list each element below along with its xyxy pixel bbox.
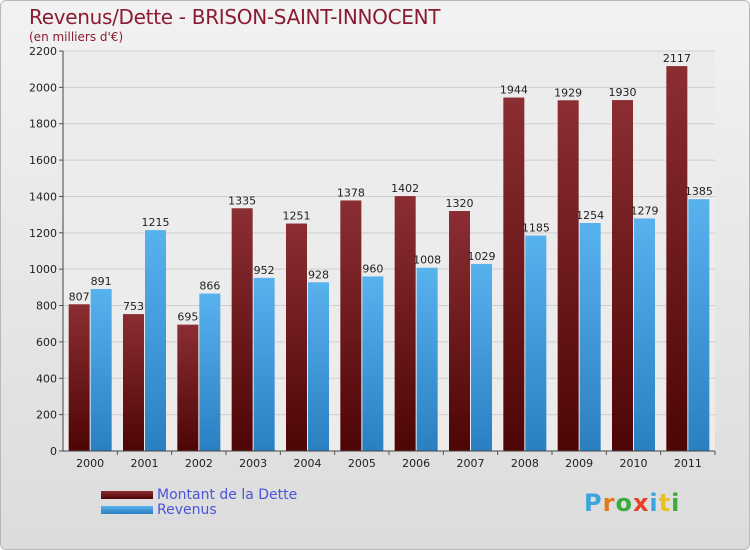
data-label-dette: 1378	[337, 186, 365, 199]
legend-swatch-revenus	[101, 505, 153, 514]
y-tick-label: 200	[36, 409, 57, 422]
y-tick-label: 0	[50, 445, 57, 458]
data-label-dette: 753	[123, 300, 144, 313]
y-tick-label: 400	[36, 372, 57, 385]
data-label-revenus: 866	[199, 280, 220, 293]
legend: Montant de la Dette Revenus	[101, 486, 298, 518]
bar-dette	[666, 66, 688, 451]
bar-dette	[177, 324, 199, 451]
x-tick-label: 2007	[457, 457, 485, 470]
legend-label-dette: Montant de la Dette	[157, 486, 298, 503]
data-label-revenus: 1215	[142, 216, 170, 229]
bars	[68, 66, 710, 451]
x-tick-label: 2009	[565, 457, 593, 470]
logo-letter: o	[615, 489, 633, 517]
legend-item-revenus: Revenus	[101, 501, 297, 518]
data-label-dette: 1251	[283, 210, 311, 223]
x-tick-label: 2006	[402, 457, 430, 470]
legend-swatch-dette	[101, 490, 153, 499]
bar-revenus	[199, 293, 221, 451]
legend-label-revenus: Revenus	[157, 501, 217, 518]
y-tick-label: 2200	[29, 45, 57, 58]
bar-revenus	[362, 276, 384, 451]
data-label-revenus: 1029	[468, 250, 496, 263]
x-tick-label: 2003	[239, 457, 267, 470]
bar-revenus	[90, 289, 112, 451]
logo-letter: i	[649, 489, 659, 517]
logo-letter: t	[658, 489, 672, 517]
bar-revenus	[579, 223, 601, 451]
proxiti-logo: Proxiti	[584, 489, 680, 517]
data-label-revenus: 952	[254, 264, 275, 277]
data-label-revenus: 960	[362, 262, 383, 275]
x-tick-label: 2004	[294, 457, 322, 470]
bar-revenus	[688, 199, 710, 451]
y-tick-label: 2000	[29, 81, 57, 94]
data-label-revenus: 928	[308, 268, 329, 281]
data-label-dette: 1929	[554, 86, 582, 99]
chart-subtitle: (en milliers d'€)	[29, 30, 124, 44]
data-label-dette: 695	[177, 311, 198, 324]
bar-dette	[394, 196, 416, 451]
bar-dette	[231, 208, 253, 451]
bar-dette	[557, 100, 579, 451]
data-label-revenus: 1185	[522, 222, 550, 235]
x-tick-label: 2011	[674, 457, 702, 470]
x-tick-label: 2000	[76, 457, 104, 470]
y-tick-label: 600	[36, 336, 57, 349]
logo-letter: P	[584, 489, 603, 517]
x-tick-label: 2001	[131, 457, 159, 470]
data-label-revenus: 891	[91, 275, 112, 288]
bar-revenus	[525, 235, 547, 451]
y-tick-label: 1200	[29, 227, 57, 240]
bar-dette	[449, 211, 470, 451]
bar-dette	[612, 100, 633, 451]
bar-dette	[340, 200, 362, 451]
bar-revenus	[308, 282, 329, 451]
y-axis: 0 200 400 600 800 1000 1200 1400 1600 1800 2000 220…	[29, 45, 64, 458]
bar-dette	[286, 223, 307, 451]
bar-revenus	[416, 267, 438, 451]
bar-revenus	[145, 230, 166, 451]
data-label-dette: 1335	[228, 194, 256, 207]
data-label-revenus: 1385	[685, 185, 713, 198]
x-tick-label: 2010	[620, 457, 648, 470]
data-label-revenus: 1254	[576, 209, 604, 222]
data-label-revenus: 1279	[631, 204, 659, 217]
bar-revenus	[253, 277, 275, 451]
data-label-dette: 1930	[609, 86, 637, 99]
bar-dette	[503, 97, 525, 451]
legend-item-dette: Montant de la Dette	[101, 486, 298, 503]
data-label-dette: 1402	[391, 182, 419, 195]
data-label-dette: 1944	[500, 84, 528, 97]
bar-revenus	[471, 263, 492, 451]
data-label-revenus: 1008	[413, 254, 441, 267]
plot-area	[63, 51, 715, 451]
logo-letter: i	[671, 489, 681, 517]
bar-dette	[68, 304, 90, 451]
x-tick-label: 2008	[511, 457, 539, 470]
bar-dette	[123, 314, 144, 451]
data-label-dette: 1320	[446, 197, 474, 210]
chart-title: Revenus/Dette - BRISON-SAINT-INNOCENT	[29, 5, 441, 29]
logo-letter: r	[602, 489, 616, 517]
y-tick-label: 800	[36, 300, 57, 313]
bar-revenus	[634, 218, 655, 451]
x-axis: 2000 2001 2002 2003 2004 2005 2006 2007 2008 2009…	[63, 450, 716, 470]
y-tick-label: 1000	[29, 263, 57, 276]
logo-letter: x	[632, 489, 650, 517]
x-tick-label: 2002	[185, 457, 213, 470]
data-label-dette: 2117	[663, 52, 691, 65]
y-tick-label: 1400	[29, 190, 57, 203]
y-tick-label: 1600	[29, 154, 57, 167]
data-label-dette: 807	[69, 290, 90, 303]
y-tick-label: 1800	[29, 118, 57, 131]
x-tick-label: 2005	[348, 457, 376, 470]
gridlines	[63, 50, 715, 452]
